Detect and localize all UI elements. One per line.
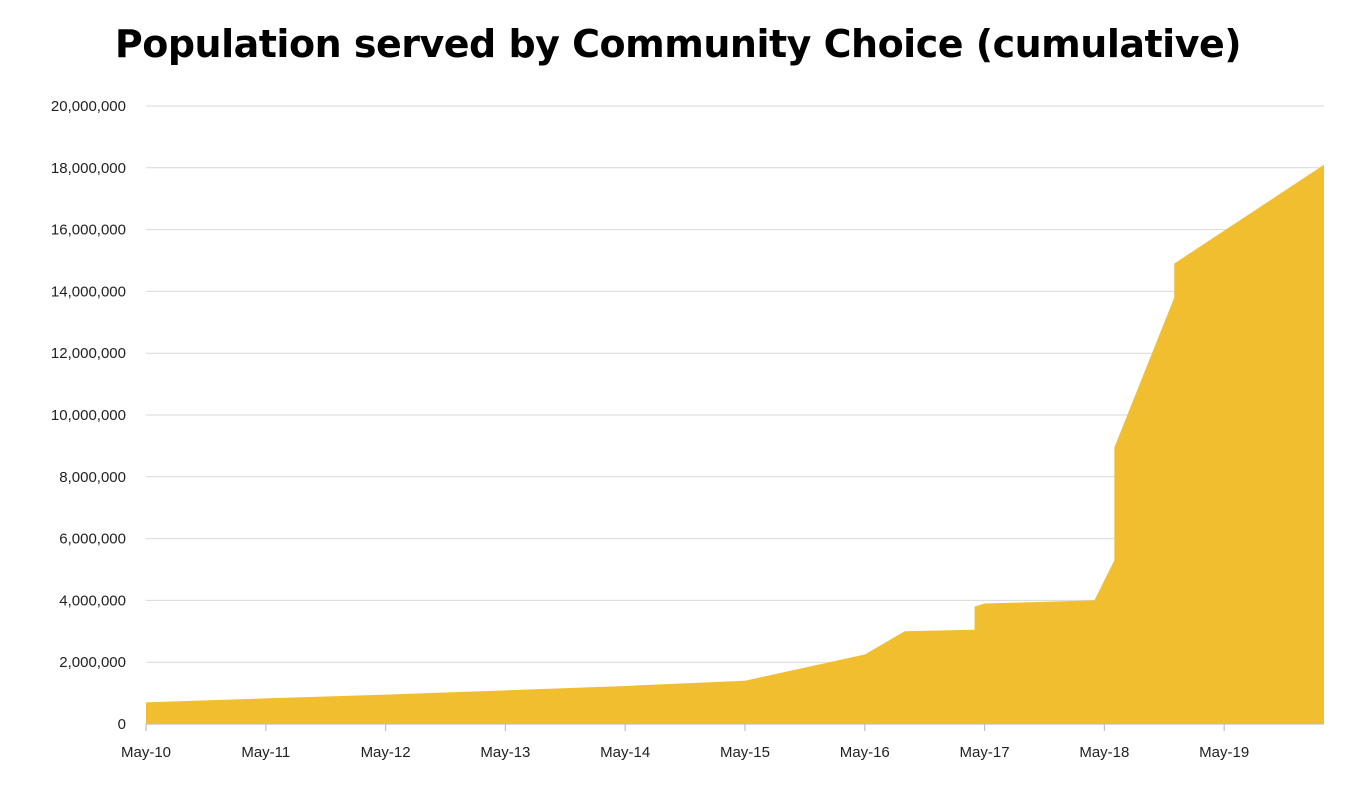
chart-title: Population served by Community Choice (c… — [114, 22, 1242, 66]
x-tick-label: May-18 — [1079, 744, 1129, 761]
x-tick-label: May-17 — [960, 744, 1010, 761]
x-tick-label: May-19 — [1199, 744, 1249, 761]
y-tick-label: 20,000,000 — [51, 98, 126, 115]
y-tick-label: 18,000,000 — [51, 160, 126, 177]
x-tick-label: May-12 — [361, 744, 411, 761]
y-tick-label: 14,000,000 — [51, 283, 126, 300]
x-tick-label: May-15 — [720, 744, 770, 761]
grid-layer — [146, 105, 1324, 663]
axis-layer — [145, 723, 1324, 731]
x-axis-ticks: May-10 May-11 May-12 May-13 May-14 May-15 May-… — [121, 744, 1249, 761]
x-tick-label: May-10 — [121, 744, 171, 761]
x-tick-label: May-16 — [840, 744, 890, 761]
y-tick-label: 4,000,000 — [59, 592, 126, 609]
y-tick-label: 10,000,000 — [51, 407, 126, 424]
y-tick-label: 2,000,000 — [59, 654, 126, 671]
x-tick-label: May-14 — [600, 744, 650, 761]
y-tick-label: 0 — [118, 716, 126, 733]
series-area-0 — [146, 164, 1324, 724]
y-tick-label: 12,000,000 — [51, 345, 126, 362]
y-tick-label: 8,000,000 — [59, 469, 126, 486]
y-tick-label: 6,000,000 — [59, 531, 126, 548]
y-axis-ticks: 0 2,000,000 4,000,000 6,000,000 8,000,000 10,… — [51, 98, 126, 733]
x-tick-label: May-13 — [480, 744, 530, 761]
y-tick-label: 16,000,000 — [51, 222, 126, 239]
x-tick-label: May-11 — [241, 744, 290, 761]
area-layer — [146, 164, 1324, 724]
